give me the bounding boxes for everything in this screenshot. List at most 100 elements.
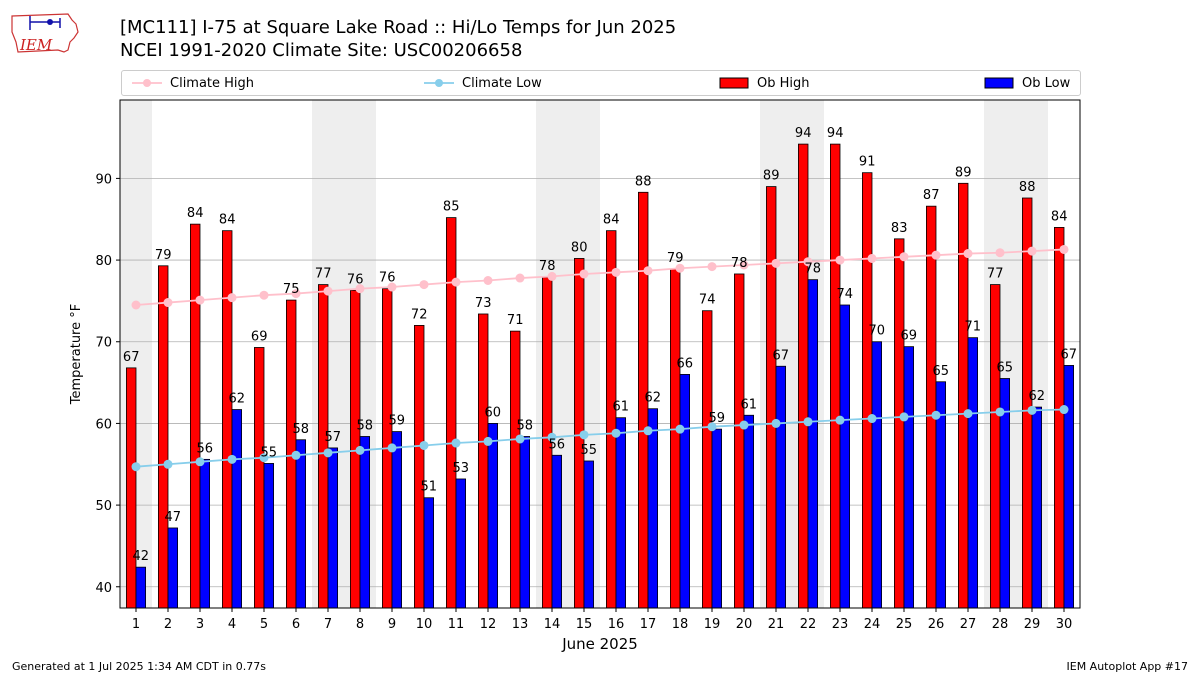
climate-low-point (803, 417, 813, 427)
x-tick-label: 16 (608, 617, 625, 632)
ob-low-value-label: 59 (709, 411, 726, 426)
climate-high-point (835, 255, 845, 265)
ob-low-bar (519, 436, 531, 609)
ob-low-bar (231, 409, 243, 609)
ob-low-bar (455, 478, 467, 609)
climate-low-point (963, 409, 973, 419)
ob-low-bar (1031, 406, 1043, 609)
ob-low-value-label: 58 (357, 418, 374, 433)
ob-low-value-label: 47 (165, 510, 182, 525)
x-tick-label: 11 (448, 617, 465, 632)
ob-high-value-label: 84 (1051, 209, 1068, 224)
ob-low-value-label: 58 (517, 418, 534, 433)
ob-high-value-label: 83 (891, 221, 908, 236)
legend-label-ob-low: Ob Low (1022, 75, 1071, 91)
climate-high-point (355, 284, 365, 294)
ob-high-bar (413, 325, 425, 609)
x-tick-label: 6 (292, 617, 300, 632)
ob-low-bar (551, 454, 563, 609)
climate-low-point (483, 436, 493, 446)
ob-low-bar (775, 365, 787, 609)
x-tick-label: 12 (480, 617, 497, 632)
ob-low-value-label: 66 (677, 356, 694, 371)
ob-low-value-label: 62 (1029, 389, 1046, 404)
ob-low-value-label: 58 (293, 422, 310, 437)
ob-high-bar (477, 313, 489, 609)
ob-high-bar (189, 223, 201, 609)
legend-label-climate-low: Climate Low (462, 75, 542, 91)
x-tick-label: 25 (896, 617, 913, 632)
footer-app: IEM Autoplot App #17 (1066, 660, 1189, 673)
y-axis-label: Temperature °F (69, 304, 84, 405)
climate-low-point (1027, 405, 1037, 415)
climate-low-point (227, 454, 237, 464)
x-tick-label: 5 (260, 617, 268, 632)
ob-low-bar (839, 304, 851, 609)
ob-low-value-label: 53 (453, 461, 470, 476)
ob-high-bar (926, 205, 937, 609)
climate-high-point (611, 267, 621, 277)
ob-high-bar (126, 367, 137, 609)
ob-low-value-label: 71 (965, 320, 982, 335)
climate-low-point (707, 422, 717, 432)
climate-low-point (867, 414, 877, 424)
ob-high-value-label: 94 (827, 126, 844, 141)
iem-logo: IEM (8, 6, 82, 60)
y-tick-label: 40 (95, 581, 112, 596)
ob-low-bar (807, 279, 819, 609)
climate-low-point (675, 424, 685, 434)
x-axis-label: June 2025 (561, 635, 638, 653)
ob-low-value-label: 55 (261, 445, 278, 460)
ob-high-bar (606, 230, 617, 609)
ob-high-bar (766, 186, 777, 609)
climate-low-point (515, 434, 525, 444)
ob-high-bar (958, 182, 969, 609)
x-tick-label: 17 (640, 617, 657, 632)
ob-low-value-label: 51 (421, 480, 438, 495)
ob-low-swatch-icon (984, 77, 1014, 89)
ob-low-value-label: 78 (805, 262, 822, 277)
ob-high-bar (1054, 227, 1065, 609)
ob-low-bar (263, 463, 275, 609)
ob-low-bar (615, 417, 627, 609)
ob-high-bar (445, 217, 457, 609)
ob-low-bar (167, 527, 179, 609)
ob-high-value-label: 69 (251, 329, 268, 344)
x-tick-label: 19 (704, 617, 721, 632)
climate-low-point (259, 453, 269, 463)
x-tick-label: 29 (1024, 617, 1041, 632)
ob-low-bar (743, 414, 755, 609)
ob-high-value-label: 74 (699, 293, 716, 308)
ob-high-bar (798, 143, 809, 609)
ob-high-value-label: 76 (379, 271, 396, 286)
climate-low-point (291, 450, 301, 460)
x-tick-label: 23 (832, 617, 849, 632)
x-tick-label: 18 (672, 617, 689, 632)
climate-low-point (771, 418, 781, 428)
ob-high-bar (253, 347, 265, 609)
ob-low-bar (391, 431, 403, 609)
x-tick-label: 3 (196, 617, 204, 632)
x-tick-label: 26 (928, 617, 945, 632)
ob-low-bar (295, 439, 307, 609)
ob-high-bar (317, 284, 329, 609)
climate-high-point (1059, 244, 1069, 254)
climate-high-point (163, 298, 173, 308)
climate-high-point (291, 289, 301, 299)
x-tick-label: 27 (960, 617, 977, 632)
climate-high-point (1027, 246, 1037, 256)
ob-high-swatch-icon (719, 77, 749, 89)
ob-low-value-label: 60 (485, 405, 502, 420)
ob-high-value-label: 76 (347, 272, 364, 287)
ob-low-value-label: 69 (901, 329, 918, 344)
climate-low-point (739, 420, 749, 430)
climate-low-point (163, 459, 173, 469)
ob-low-value-label: 57 (325, 430, 342, 445)
climate-high-line-icon (132, 79, 162, 87)
plot-frame (119, 99, 1081, 609)
ob-high-value-label: 72 (411, 307, 428, 322)
climate-high-point (739, 260, 749, 270)
ob-high-bar (702, 310, 713, 609)
x-tick-label: 8 (356, 617, 364, 632)
